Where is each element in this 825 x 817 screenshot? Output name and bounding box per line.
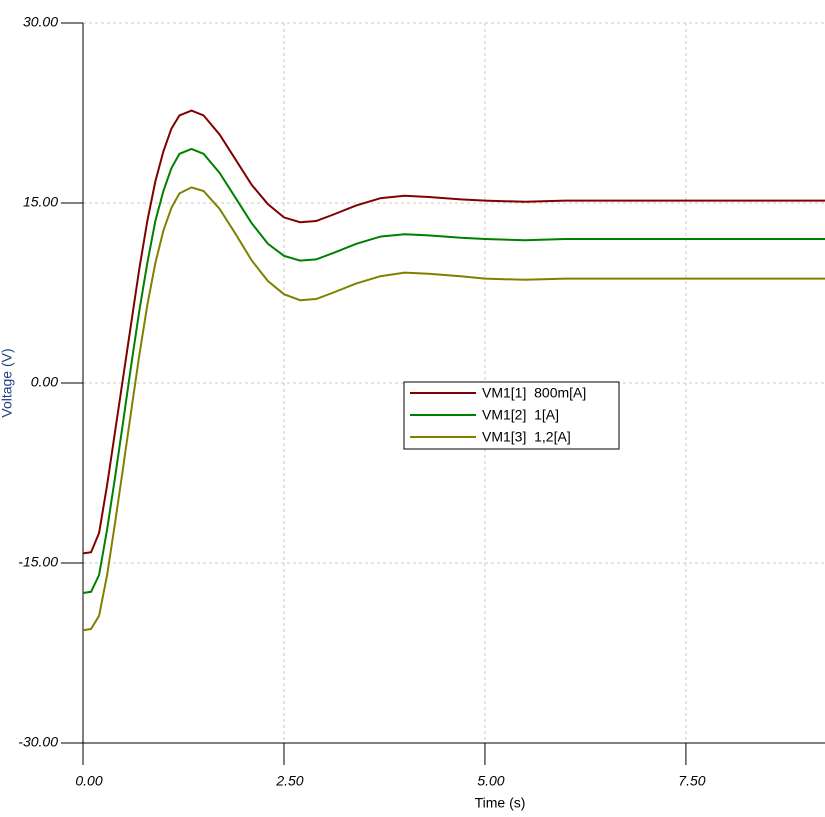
y-tick-label: 0.00 — [31, 374, 58, 390]
legend-label: VM1[1] 800m[A] — [482, 385, 586, 401]
y-tick-label: 30.00 — [23, 14, 58, 30]
y-tick-label: -15.00 — [18, 554, 58, 570]
y-tick-label: -30.00 — [18, 734, 58, 750]
x-tick-label: 2.50 — [275, 773, 303, 789]
x-axis-label: Time (s) — [475, 795, 526, 811]
y-axis-label: Voltage (V) — [0, 348, 15, 417]
series-line — [82, 109, 825, 555]
x-tick-label: 5.00 — [477, 773, 504, 789]
x-tick-label: 0.00 — [75, 773, 102, 789]
legend-label: VM1[3] 1,2[A] — [482, 429, 571, 445]
legend-label: VM1[2] 1[A] — [482, 407, 559, 423]
series-line — [82, 147, 825, 594]
series-line — [82, 186, 825, 632]
y-tick-label: 15.00 — [23, 194, 58, 210]
x-tick-label: 7.50 — [678, 773, 705, 789]
